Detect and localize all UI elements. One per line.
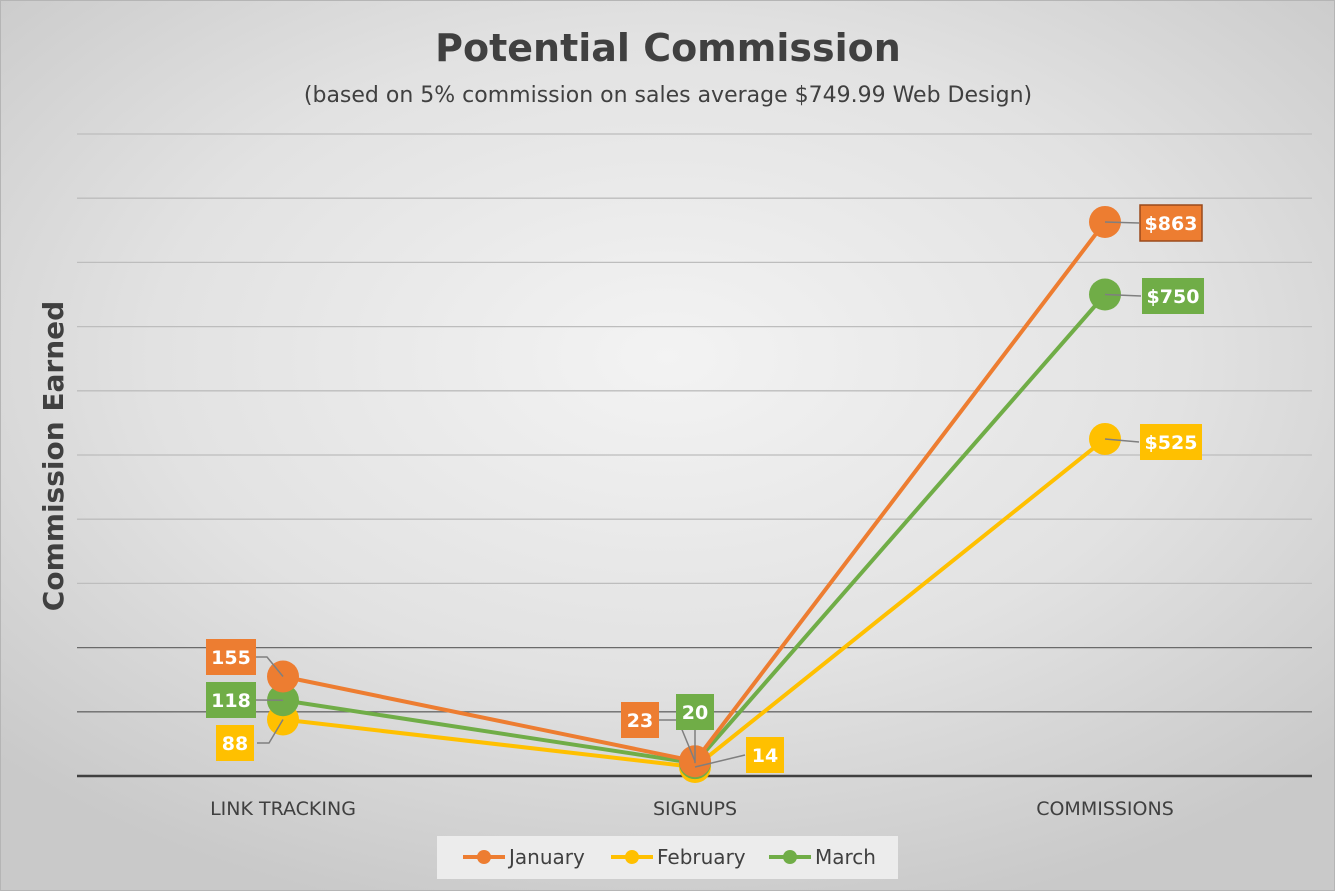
chart-subtitle: (based on 5% commission on sales average… [304,83,1032,108]
data-label: 88 [222,733,248,755]
legend-label-january: January [507,845,585,869]
leader-line [1105,222,1139,223]
x-tick-label: COMMISSIONS [1036,798,1174,820]
data-label: 23 [627,710,653,732]
series-line-march [283,295,1105,764]
data-label: 14 [752,745,778,767]
data-label: 118 [211,690,251,712]
data-label: $525 [1145,432,1198,454]
series-line-january [283,222,1105,761]
y-axis-label: Commission Earned [37,301,70,611]
x-tick-label: SIGNUPS [653,798,737,820]
data-label: 20 [682,702,708,724]
legend-marker-march [783,850,797,864]
data-label: 155 [211,647,251,669]
legend-marker-february [625,850,639,864]
legend-label-march: March [815,845,876,869]
data-label: $863 [1145,213,1198,235]
chart-title: Potential Commission [435,26,901,70]
x-tick-labels: LINK TRACKING SIGNUPS COMMISSIONS [210,798,1174,820]
legend: January February March [463,845,876,869]
data-label: $750 [1147,286,1200,308]
grid-lines [77,134,1312,712]
legend-label-february: February [657,845,746,869]
legend-marker-january [477,850,491,864]
x-tick-label: LINK TRACKING [210,798,356,820]
